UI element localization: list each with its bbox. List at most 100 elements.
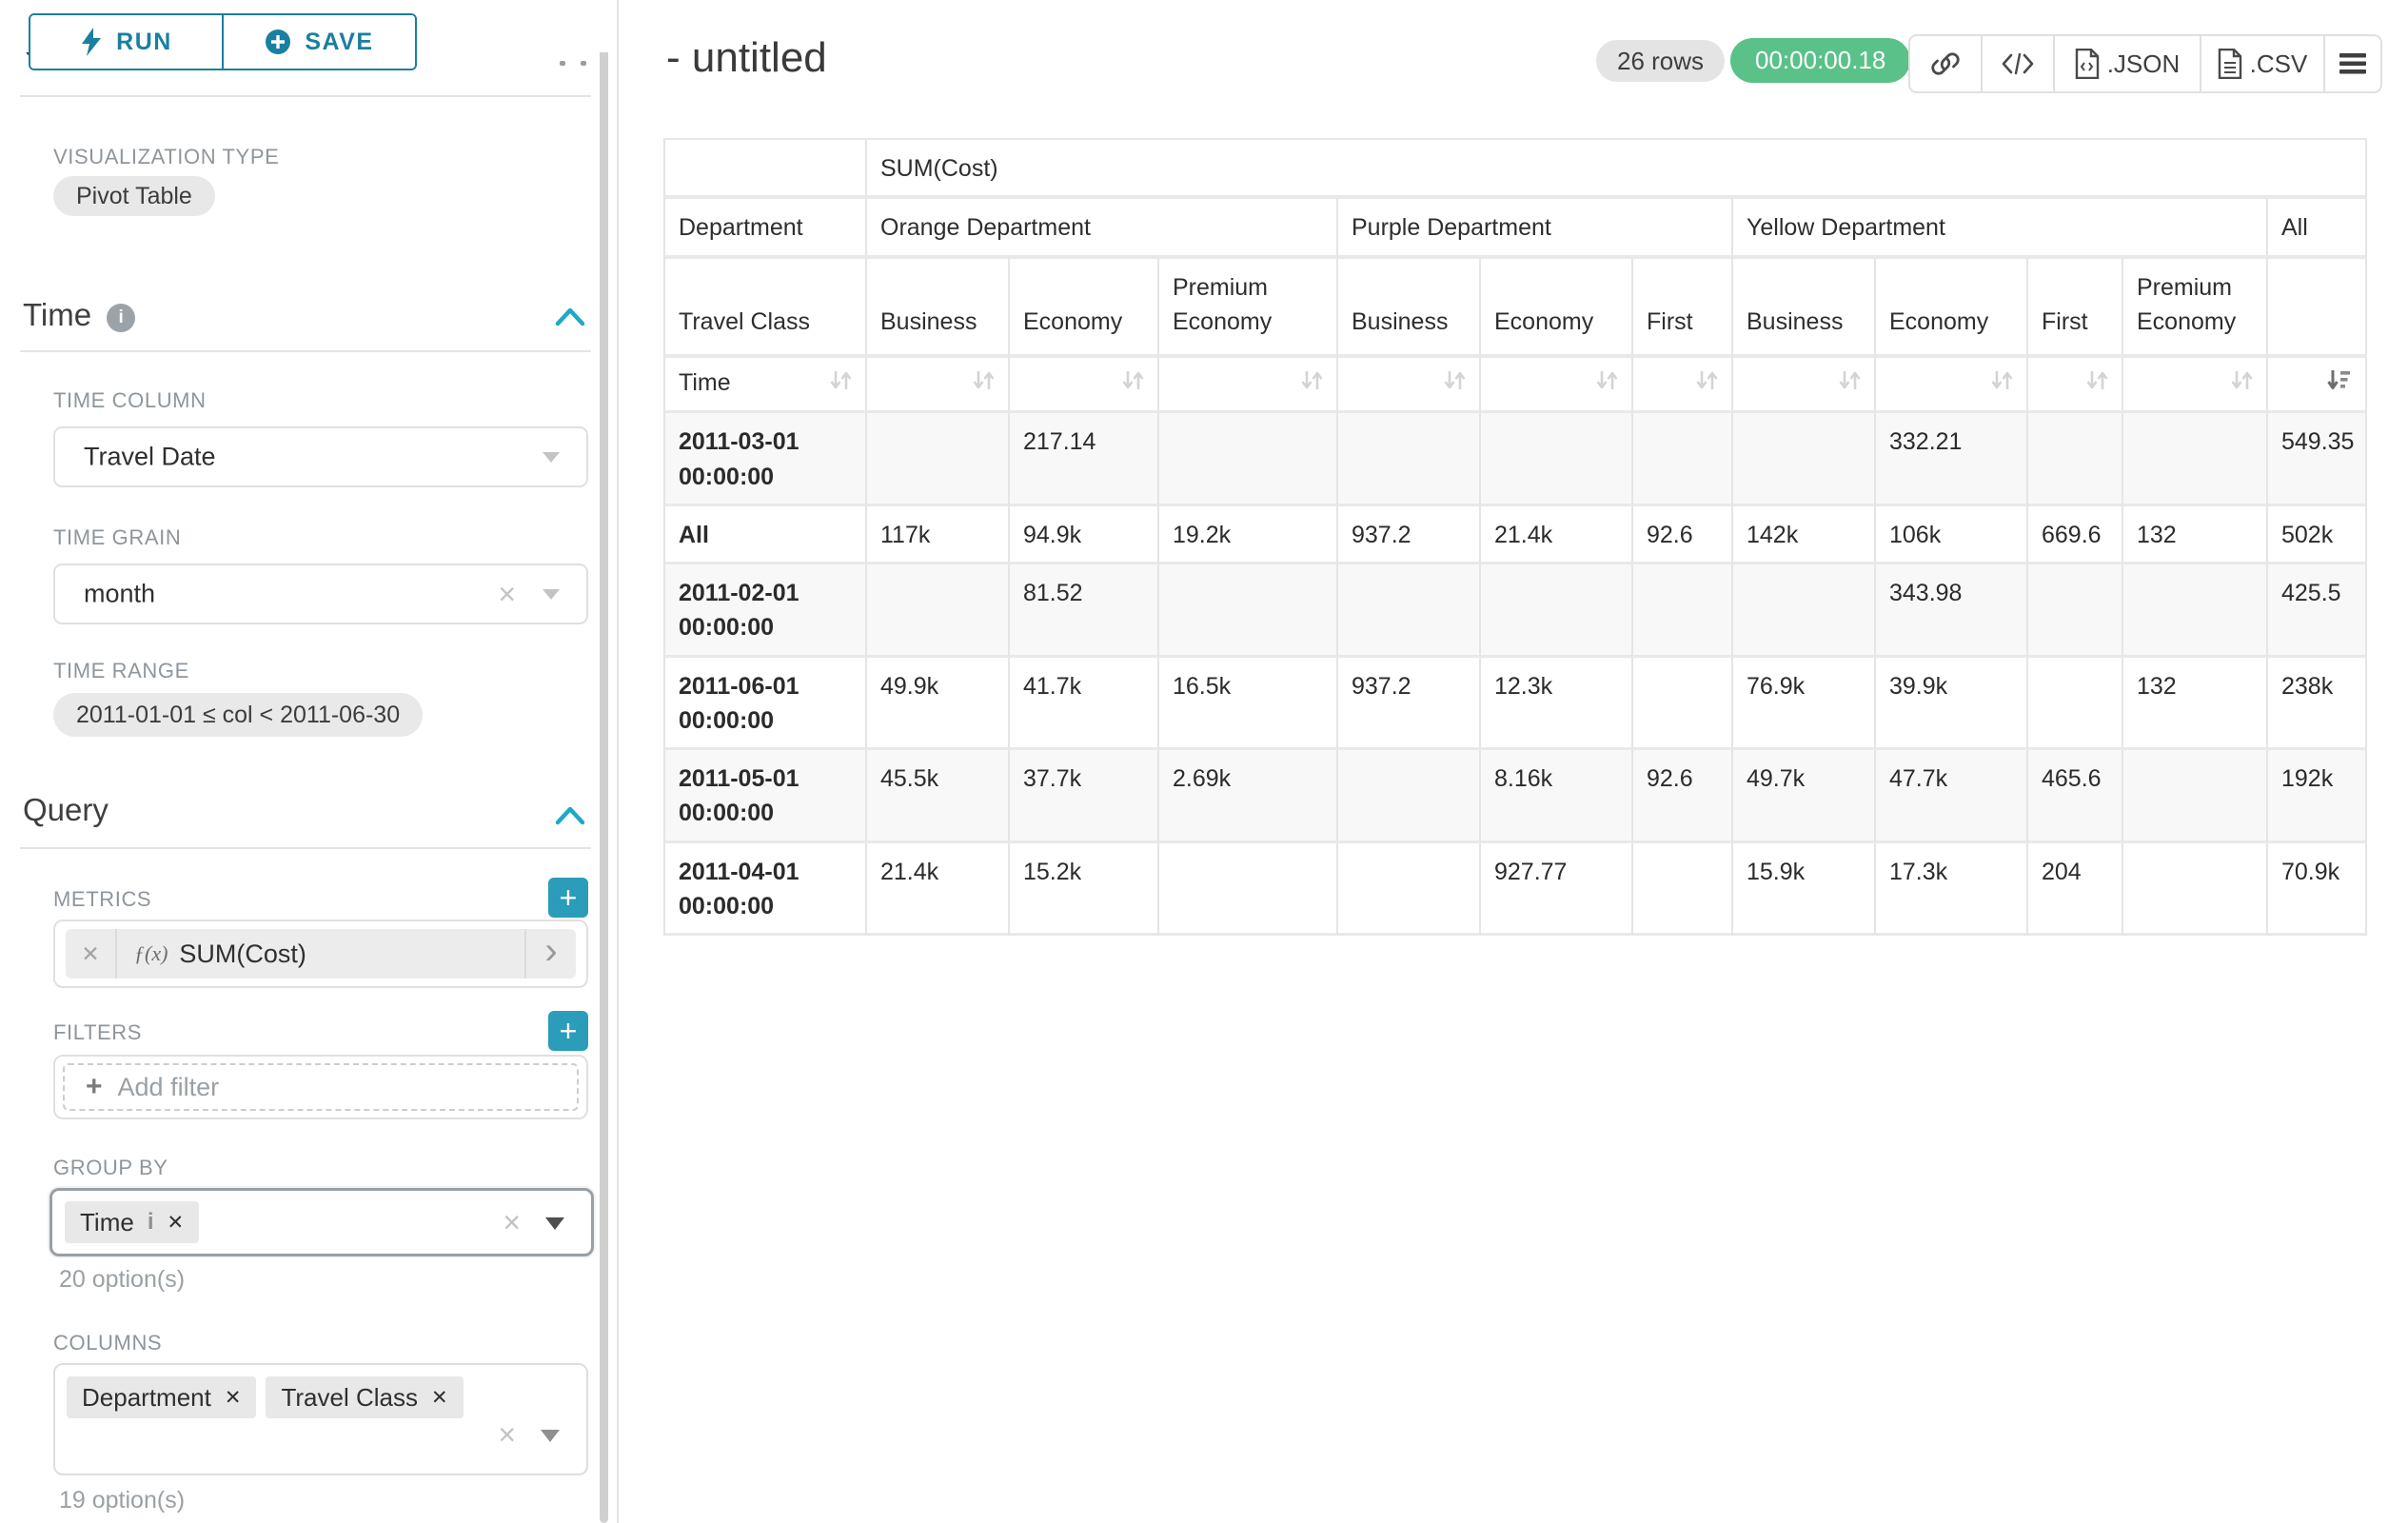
copy-link-button[interactable] — [1910, 36, 1981, 91]
sort-icon[interactable] — [828, 367, 854, 403]
chevron-down-icon[interactable] — [541, 1429, 560, 1442]
export-button-group: .JSON .CSV — [1908, 34, 2382, 93]
chevron-down-icon[interactable] — [543, 452, 560, 463]
pivot-cell — [1338, 842, 1481, 936]
pivot-cell: 332.21 — [1876, 413, 2028, 506]
pivot-cell — [1159, 842, 1338, 936]
pivot-cell — [1338, 750, 1481, 843]
hamburger-icon — [2339, 53, 2366, 74]
pivot-sort-cell — [1733, 358, 1876, 414]
divider — [20, 350, 591, 352]
pivot-row-header: All — [665, 505, 867, 564]
time-grain-label: TIME GRAIN — [53, 525, 182, 549]
pivot-cell: 81.52 — [1010, 564, 1159, 658]
metric-pill[interactable]: ✕ ƒ(x) SUM(Cost) › — [66, 929, 576, 979]
pivot-cell: 425.5 — [2268, 564, 2368, 658]
pivot-row-dim-label: Travel Class — [665, 258, 867, 358]
chevron-right-icon[interactable]: › — [524, 929, 576, 979]
pivot-cell: 343.98 — [1876, 564, 2028, 658]
visualization-type-value[interactable]: Pivot Table — [53, 176, 215, 216]
pivot-col-header: Economy — [1481, 258, 1633, 358]
chevron-down-icon[interactable] — [545, 1217, 564, 1230]
time-range-value[interactable]: 2011-01-01 ≤ col < 2011-06-30 — [53, 693, 424, 737]
embed-code-button[interactable] — [1981, 36, 2053, 91]
group-by-label: GROUP BY — [53, 1156, 168, 1179]
pivot-cell: 21.4k — [1481, 505, 1633, 564]
pivot-col-header: Business — [867, 258, 1010, 358]
pivot-cell: 927.77 — [1481, 842, 1633, 936]
group-by-tag-time[interactable]: Time i ✕ — [65, 1201, 200, 1243]
columns-helper: 19 option(s) — [59, 1487, 186, 1513]
info-icon[interactable]: i — [147, 1209, 154, 1235]
save-button[interactable]: SAVE — [224, 15, 415, 69]
remove-tag-icon[interactable]: ✕ — [224, 1386, 242, 1409]
chart-title[interactable]: - untitled — [666, 34, 827, 81]
sidebar-scrollbar[interactable] — [600, 0, 608, 1523]
remove-tag-icon[interactable]: ✕ — [167, 1211, 185, 1234]
time-grain-select[interactable]: month × — [53, 564, 588, 624]
clear-icon[interactable]: × — [498, 577, 516, 611]
pivot-cell: 21.4k — [867, 842, 1010, 936]
pivot-cell: 49.7k — [1733, 750, 1876, 843]
metrics-box: ✕ ƒ(x) SUM(Cost) › — [53, 920, 588, 988]
remove-tag-icon[interactable]: ✕ — [430, 1386, 448, 1409]
add-metric-button[interactable]: + — [548, 878, 588, 918]
chevron-up-icon[interactable] — [554, 805, 586, 826]
pivot-sort-cell — [1010, 358, 1159, 414]
sort-icon[interactable] — [971, 367, 997, 403]
sort-icon[interactable] — [1694, 367, 1720, 403]
pivot-cell — [1633, 842, 1733, 936]
pivot-cell — [2123, 564, 2268, 658]
remove-metric-icon[interactable]: ✕ — [66, 929, 117, 979]
menu-button[interactable] — [2323, 36, 2380, 91]
pivot-table: SUM(Cost) Department Orange Department Purp… — [663, 138, 2368, 936]
sort-descending-icon[interactable] — [2325, 367, 2354, 403]
add-filter-button[interactable]: + Add filter — [63, 1063, 579, 1111]
pivot-cell — [2028, 413, 2123, 506]
run-save-button-group: RUN SAVE — [29, 13, 417, 70]
clear-icon[interactable]: × — [498, 1416, 516, 1452]
export-csv-button[interactable]: .CSV — [2200, 36, 2323, 91]
pivot-sort-cell — [1481, 358, 1633, 414]
clear-icon[interactable]: × — [503, 1205, 521, 1239]
link-icon — [1931, 52, 1960, 75]
sort-icon[interactable] — [2084, 367, 2110, 403]
sort-icon[interactable] — [1442, 367, 1468, 403]
sort-icon[interactable] — [1594, 367, 1620, 403]
time-column-select[interactable]: Travel Date — [53, 426, 588, 487]
pivot-row-header: 2011-06-01 00:00:00 — [665, 657, 867, 750]
pivot-row-dim-label: Department — [665, 199, 867, 259]
pivot-col-header: First — [1633, 258, 1733, 358]
columns-tag-department[interactable]: Department ✕ — [67, 1376, 257, 1418]
pivot-cell — [2028, 657, 2123, 750]
info-icon[interactable]: i — [107, 304, 136, 332]
lightning-icon — [82, 28, 102, 56]
pivot-cell: 2.69k — [1159, 750, 1338, 843]
group-by-helper: 20 option(s) — [59, 1266, 186, 1293]
sort-icon[interactable] — [1837, 367, 1863, 403]
sort-icon[interactable] — [2229, 367, 2255, 403]
pivot-corner — [665, 140, 867, 200]
sort-icon[interactable] — [1299, 367, 1325, 403]
pivot-group-header: Orange Department — [867, 199, 1338, 259]
columns-select[interactable]: Department ✕ Travel Class ✕ × — [53, 1363, 588, 1475]
group-by-select[interactable]: Time i ✕ × — [49, 1188, 594, 1256]
chevron-up-icon[interactable] — [554, 307, 586, 327]
table-row: 2011-04-01 00:00:00 21.4k 15.2k 927.77 15.9k… — [665, 842, 2368, 936]
pivot-cell: 39.9k — [1876, 657, 2028, 750]
sort-icon[interactable] — [1120, 367, 1146, 403]
columns-tag-travel-class[interactable]: Travel Class ✕ — [266, 1376, 464, 1418]
time-column-label: TIME COLUMN — [53, 388, 207, 412]
pivot-cell: 76.9k — [1733, 657, 1876, 750]
sort-icon[interactable] — [1989, 367, 2015, 403]
pivot-col-header — [2268, 258, 2368, 358]
pivot-cell: 669.6 — [2028, 505, 2123, 564]
pivot-cell — [1338, 413, 1481, 506]
add-filter-plus-button[interactable]: + — [548, 1011, 588, 1051]
run-button[interactable]: RUN — [30, 15, 224, 69]
pivot-cell — [1338, 564, 1481, 658]
chevron-down-icon[interactable] — [543, 589, 560, 600]
tag-label: Time — [80, 1207, 134, 1236]
export-json-button[interactable]: .JSON — [2053, 36, 2200, 91]
pivot-row-header: 2011-02-01 00:00:00 — [665, 564, 867, 658]
